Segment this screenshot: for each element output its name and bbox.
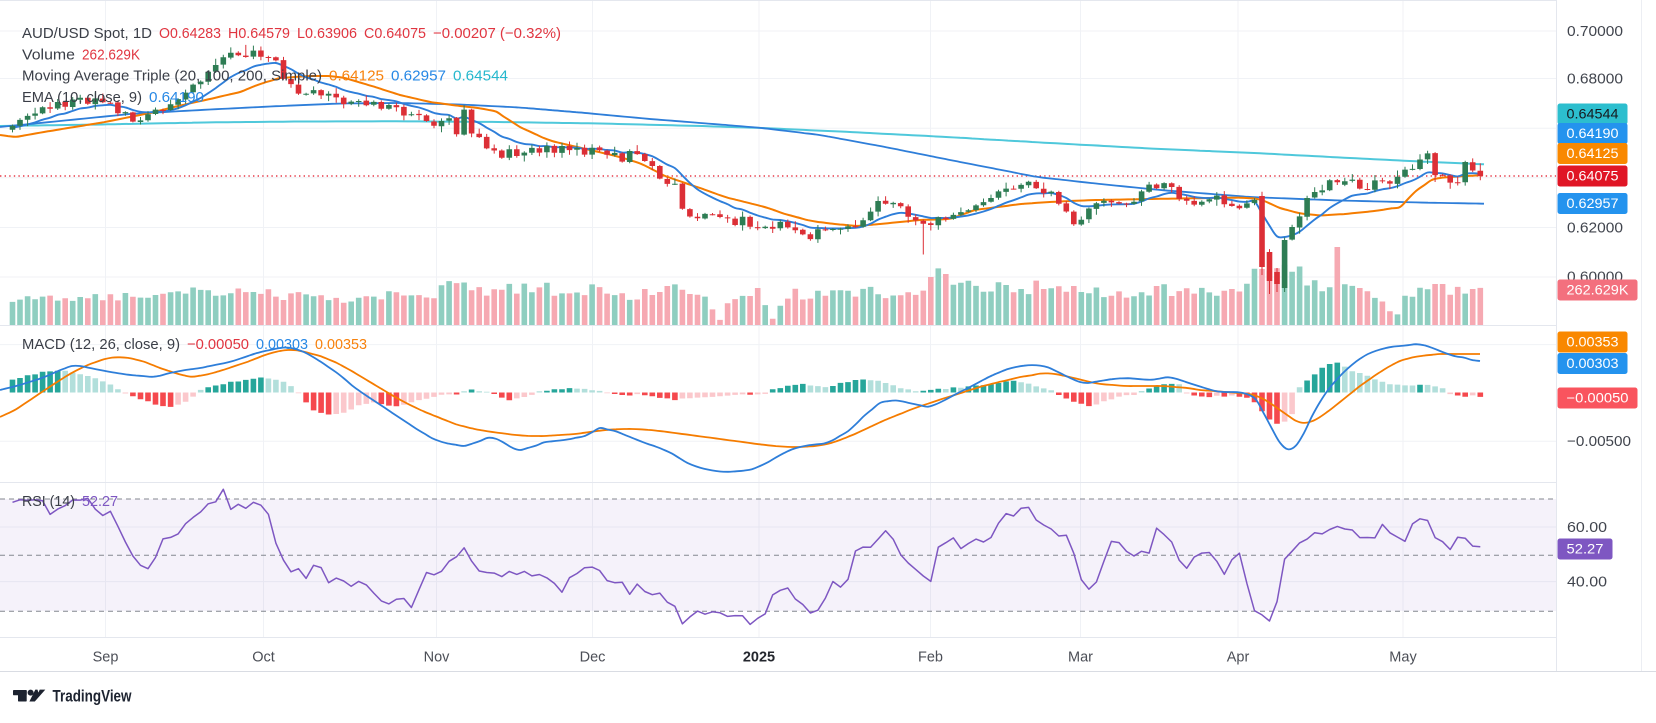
svg-text:RSI (14): RSI (14): [22, 493, 75, 510]
svg-text:Nov: Nov: [424, 650, 451, 666]
svg-text:52.27: 52.27: [1567, 542, 1604, 557]
svg-text:C0.64075: C0.64075: [364, 25, 426, 42]
svg-text:−0.00500: −0.00500: [1567, 434, 1631, 450]
svg-text:0.00353: 0.00353: [1567, 335, 1619, 350]
svg-text:0.62957: 0.62957: [391, 68, 446, 85]
svg-text:Oct: Oct: [252, 650, 275, 666]
svg-text:40.00: 40.00: [1567, 575, 1607, 591]
svg-text:0.64544: 0.64544: [1567, 107, 1620, 122]
svg-text:60.00: 60.00: [1567, 520, 1607, 536]
svg-text:−0.00050: −0.00050: [187, 336, 249, 353]
svg-text:H0.64579: H0.64579: [228, 25, 290, 42]
svg-text:Feb: Feb: [918, 650, 943, 666]
svg-text:Sep: Sep: [93, 650, 119, 666]
svg-text:May: May: [1389, 650, 1417, 666]
svg-text:L0.63906: L0.63906: [297, 25, 357, 42]
svg-text:0.64125: 0.64125: [329, 68, 384, 85]
svg-text:0.70000: 0.70000: [1567, 24, 1623, 40]
svg-text:Apr: Apr: [1227, 650, 1250, 666]
svg-text:0.64125: 0.64125: [1567, 146, 1619, 161]
svg-text:0.68000: 0.68000: [1567, 72, 1623, 88]
svg-text:−0.00207 (−0.32%): −0.00207 (−0.32%): [433, 25, 561, 42]
svg-text:Moving Average Triple (20, 100: Moving Average Triple (20, 100, 200, Sim…: [22, 68, 322, 85]
svg-text:52.27: 52.27: [82, 493, 118, 510]
svg-text:0.62957: 0.62957: [1567, 196, 1619, 211]
svg-text:0.64544: 0.64544: [453, 68, 508, 85]
svg-text:EMA (10, close, 9): EMA (10, close, 9): [22, 89, 142, 106]
svg-text:−0.00050: −0.00050: [1567, 391, 1629, 406]
svg-text:O0.64283: O0.64283: [159, 25, 221, 42]
svg-text:262.629K: 262.629K: [1567, 283, 1629, 298]
svg-text:0.00303: 0.00303: [1567, 356, 1619, 371]
svg-text:0.62000: 0.62000: [1567, 221, 1623, 237]
svg-text:2025: 2025: [743, 650, 775, 666]
svg-text:Dec: Dec: [580, 650, 606, 666]
svg-text:Mar: Mar: [1068, 650, 1093, 666]
svg-text:Volume: Volume: [22, 47, 75, 64]
svg-text:0.64190: 0.64190: [149, 89, 204, 106]
svg-text:262.629K: 262.629K: [82, 47, 140, 64]
svg-text:AUD/USD Spot, 1D: AUD/USD Spot, 1D: [22, 25, 152, 42]
svg-text:TradingView: TradingView: [53, 688, 132, 706]
svg-text:0.00303: 0.00303: [256, 336, 308, 353]
svg-text:0.64075: 0.64075: [1567, 169, 1619, 184]
svg-text:0.64190: 0.64190: [1567, 126, 1619, 141]
svg-text:0.00353: 0.00353: [315, 336, 367, 353]
svg-text:MACD (12, 26, close, 9): MACD (12, 26, close, 9): [22, 336, 180, 353]
